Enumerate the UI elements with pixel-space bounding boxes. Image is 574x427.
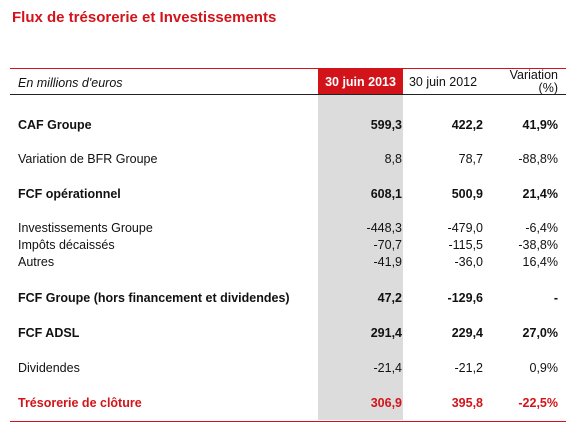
variation-header-line2: (%) bbox=[538, 81, 558, 95]
row-label: FCF opérationnel bbox=[18, 187, 121, 201]
table-row-fcf-groupe: FCF Groupe (hors financement et dividend… bbox=[10, 290, 566, 306]
value-variation: 41,9% bbox=[522, 118, 558, 132]
table-row-dividendes: Dividendes -21,4 -21,2 0,9% bbox=[10, 360, 566, 376]
table-row-variation-bfr: Variation de BFR Groupe 8,8 78,7 -88,8% bbox=[10, 151, 566, 167]
header-rule bbox=[10, 94, 566, 95]
value-variation: - bbox=[553, 291, 558, 305]
variation-header-line1: Variation bbox=[509, 68, 558, 82]
row-label: Variation de BFR Groupe bbox=[18, 152, 158, 166]
value-variation: 27,0% bbox=[522, 326, 558, 340]
value-2013: -448,3 bbox=[366, 221, 402, 235]
value-2012: 229,4 bbox=[451, 326, 483, 340]
value-2012: -129,6 bbox=[447, 291, 483, 305]
value-2013: 599,3 bbox=[370, 118, 402, 132]
table-row-autres: Autres -41,9 -36,0 16,4% bbox=[10, 254, 566, 270]
page-title: Flux de trésorerie et Investissements bbox=[12, 9, 277, 26]
column-header-variation: Variation (%) bbox=[483, 68, 558, 95]
table-row-impots: Impôts décaissés -70,7 -115,5 -38,8% bbox=[10, 237, 566, 253]
value-2012: 500,9 bbox=[451, 187, 483, 201]
row-label: Dividendes bbox=[18, 361, 80, 375]
row-label: Investissements Groupe bbox=[18, 221, 153, 235]
value-2012: 422,2 bbox=[451, 118, 483, 132]
value-2012: -479,0 bbox=[447, 221, 483, 235]
row-label: Impôts décaissés bbox=[18, 238, 115, 252]
table-row-tresorerie-cloture: Trésorerie de clôture 306,9 395,8 -22,5% bbox=[10, 395, 566, 411]
value-variation: -6,4% bbox=[525, 221, 558, 235]
column-header-2013: 30 juin 2013 bbox=[318, 69, 403, 94]
value-2013: 306,9 bbox=[370, 396, 402, 410]
value-2013: 291,4 bbox=[370, 326, 402, 340]
value-2012: 78,7 bbox=[458, 152, 483, 166]
value-2013: -41,9 bbox=[373, 255, 403, 269]
row-label: FCF ADSL bbox=[18, 326, 80, 340]
highlight-column-2013 bbox=[318, 94, 403, 420]
column-header-2012: 30 juin 2012 bbox=[408, 74, 478, 89]
row-label: Autres bbox=[18, 255, 55, 269]
value-variation: 16,4% bbox=[522, 255, 558, 269]
value-variation: 21,4% bbox=[522, 187, 558, 201]
value-variation: 0,9% bbox=[529, 361, 559, 375]
value-2012: -36,0 bbox=[454, 255, 484, 269]
value-2012: 395,8 bbox=[451, 396, 483, 410]
table-row-fcf-operationnel: FCF opérationnel 608,1 500,9 21,4% bbox=[10, 186, 566, 202]
value-variation: -88,8% bbox=[518, 152, 558, 166]
value-variation: -22,5% bbox=[518, 396, 558, 410]
value-2013: 608,1 bbox=[370, 187, 402, 201]
row-label: CAF Groupe bbox=[18, 118, 92, 132]
table-row-investissements: Investissements Groupe -448,3 -479,0 -6,… bbox=[10, 220, 566, 236]
value-2012: -115,5 bbox=[448, 238, 483, 252]
value-2012: -21,2 bbox=[454, 361, 484, 375]
bottom-rule bbox=[10, 421, 566, 422]
top-rule bbox=[10, 68, 566, 69]
table-row-caf-groupe: CAF Groupe 599,3 422,2 41,9% bbox=[10, 117, 566, 133]
value-2013: 47,2 bbox=[377, 291, 402, 305]
value-2013: 8,8 bbox=[384, 152, 402, 166]
row-label: FCF Groupe (hors financement et dividend… bbox=[18, 291, 290, 305]
value-2013: -21,4 bbox=[373, 361, 403, 375]
row-label: Trésorerie de clôture bbox=[18, 396, 142, 410]
table-row-fcf-adsl: FCF ADSL 291,4 229,4 27,0% bbox=[10, 325, 566, 341]
unit-label: En millions d'euros bbox=[18, 76, 123, 90]
value-variation: -38,8% bbox=[518, 238, 558, 252]
value-2013: -70,7 bbox=[373, 238, 403, 252]
